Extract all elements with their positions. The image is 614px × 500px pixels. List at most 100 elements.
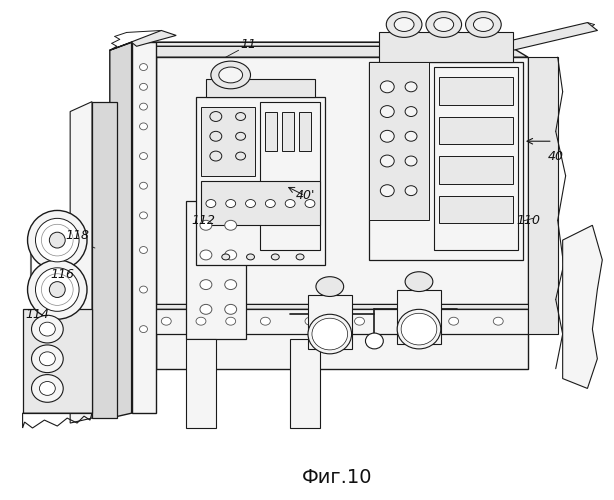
- Polygon shape: [503, 22, 597, 50]
- Text: Фиг.10: Фиг.10: [302, 468, 373, 487]
- Ellipse shape: [139, 286, 147, 293]
- Ellipse shape: [308, 314, 352, 354]
- Polygon shape: [528, 57, 558, 334]
- Ellipse shape: [49, 282, 65, 298]
- Polygon shape: [131, 310, 528, 334]
- Ellipse shape: [405, 272, 433, 291]
- Polygon shape: [196, 96, 325, 265]
- Ellipse shape: [380, 81, 394, 93]
- Text: 118: 118: [65, 228, 89, 241]
- Polygon shape: [562, 226, 602, 388]
- Ellipse shape: [404, 317, 414, 325]
- Polygon shape: [201, 181, 320, 226]
- Polygon shape: [70, 102, 92, 423]
- Ellipse shape: [28, 210, 87, 270]
- Bar: [439, 116, 513, 144]
- Ellipse shape: [200, 220, 212, 230]
- Ellipse shape: [210, 151, 222, 161]
- Polygon shape: [397, 290, 441, 344]
- Text: 112: 112: [191, 214, 215, 227]
- Ellipse shape: [473, 18, 493, 32]
- Ellipse shape: [365, 333, 383, 349]
- Ellipse shape: [139, 84, 147, 90]
- Text: 110: 110: [516, 214, 540, 227]
- Ellipse shape: [265, 200, 275, 207]
- Bar: [299, 112, 311, 151]
- Ellipse shape: [380, 184, 394, 196]
- Ellipse shape: [405, 132, 417, 141]
- Ellipse shape: [226, 200, 236, 207]
- Ellipse shape: [305, 317, 315, 325]
- Ellipse shape: [49, 232, 65, 248]
- Ellipse shape: [405, 186, 417, 196]
- Ellipse shape: [405, 156, 417, 166]
- Bar: [439, 77, 513, 104]
- Ellipse shape: [296, 254, 304, 260]
- Polygon shape: [157, 57, 528, 368]
- Ellipse shape: [465, 12, 501, 38]
- Text: 11: 11: [241, 38, 257, 51]
- Ellipse shape: [139, 123, 147, 130]
- Bar: [265, 112, 278, 151]
- Polygon shape: [434, 67, 518, 250]
- Polygon shape: [379, 32, 513, 62]
- Ellipse shape: [36, 218, 79, 262]
- Ellipse shape: [139, 152, 147, 160]
- Ellipse shape: [405, 82, 417, 92]
- Ellipse shape: [196, 317, 206, 325]
- Text: 116: 116: [50, 268, 74, 281]
- Polygon shape: [131, 42, 528, 57]
- Polygon shape: [131, 304, 533, 310]
- Ellipse shape: [271, 254, 279, 260]
- Ellipse shape: [401, 314, 437, 345]
- Polygon shape: [23, 310, 92, 413]
- Text: 40': 40': [295, 189, 315, 202]
- Polygon shape: [206, 79, 315, 96]
- Ellipse shape: [206, 200, 216, 207]
- Ellipse shape: [225, 250, 236, 260]
- Ellipse shape: [31, 316, 63, 343]
- Ellipse shape: [386, 12, 422, 38]
- Ellipse shape: [236, 132, 246, 140]
- Ellipse shape: [247, 254, 254, 260]
- Ellipse shape: [316, 276, 344, 296]
- Polygon shape: [260, 102, 320, 250]
- Ellipse shape: [380, 106, 394, 118]
- Polygon shape: [110, 30, 176, 50]
- Ellipse shape: [354, 317, 365, 325]
- Ellipse shape: [405, 106, 417, 117]
- Ellipse shape: [31, 345, 63, 372]
- Ellipse shape: [312, 318, 348, 350]
- Bar: [439, 196, 513, 224]
- Bar: [439, 156, 513, 184]
- Ellipse shape: [225, 280, 236, 289]
- Ellipse shape: [200, 250, 212, 260]
- Polygon shape: [110, 42, 131, 418]
- Ellipse shape: [380, 130, 394, 142]
- Polygon shape: [290, 339, 320, 428]
- Ellipse shape: [246, 200, 255, 207]
- Ellipse shape: [397, 310, 441, 349]
- Ellipse shape: [139, 182, 147, 189]
- Ellipse shape: [139, 64, 147, 70]
- Polygon shape: [370, 62, 429, 220]
- Ellipse shape: [161, 317, 171, 325]
- Polygon shape: [201, 106, 255, 176]
- Ellipse shape: [380, 155, 394, 167]
- Text: 114: 114: [25, 308, 50, 321]
- Ellipse shape: [434, 18, 454, 32]
- Ellipse shape: [493, 317, 503, 325]
- Polygon shape: [186, 339, 216, 428]
- Ellipse shape: [219, 67, 243, 83]
- Ellipse shape: [236, 152, 246, 160]
- Polygon shape: [92, 102, 117, 418]
- Ellipse shape: [225, 220, 236, 230]
- Ellipse shape: [36, 268, 79, 312]
- Ellipse shape: [222, 254, 230, 260]
- Ellipse shape: [139, 212, 147, 219]
- Ellipse shape: [28, 260, 87, 319]
- Ellipse shape: [139, 246, 147, 254]
- Ellipse shape: [200, 280, 212, 289]
- Ellipse shape: [139, 326, 147, 332]
- Polygon shape: [308, 294, 352, 349]
